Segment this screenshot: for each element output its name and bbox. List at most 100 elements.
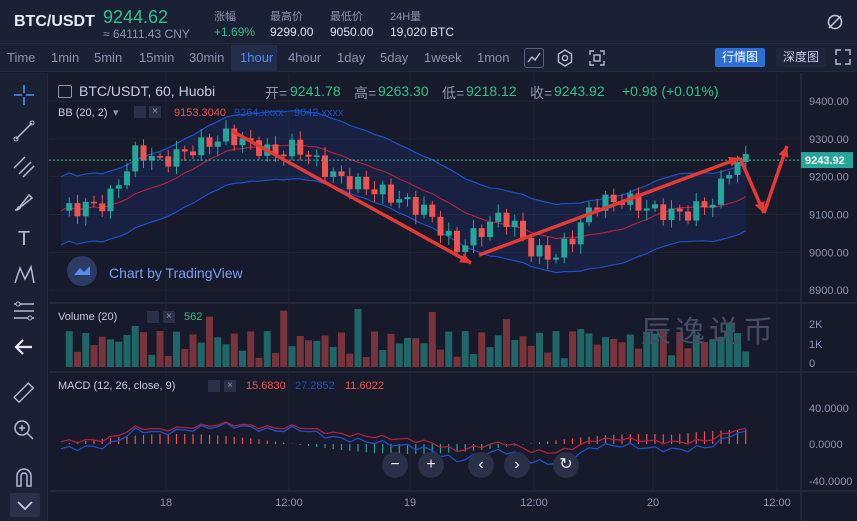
interval-15min[interactable]: 15min	[139, 50, 175, 65]
candle-body	[528, 237, 535, 257]
pair-name[interactable]: BTC/USDT	[14, 13, 95, 30]
change-value: +1.69%	[214, 25, 256, 39]
time-tick-label: 12:00	[520, 497, 548, 509]
interval-1day[interactable]: 1day	[337, 50, 366, 65]
interval-time[interactable]: Time	[7, 50, 36, 65]
screenshot-icon[interactable]	[588, 49, 606, 67]
macd-label: MACD (12, 26, close, 9)	[58, 380, 176, 392]
candle-body	[718, 178, 724, 205]
volume-bar	[742, 351, 750, 367]
candle-body	[676, 208, 683, 212]
bb-upper-value: 9264.xxxx	[234, 107, 284, 119]
settings-slash-icon[interactable]	[826, 13, 844, 31]
volume-settings-icon[interactable]	[147, 311, 159, 323]
text-tool-icon[interactable]: T	[17, 228, 31, 250]
interval-30min[interactable]: 30min	[189, 50, 225, 65]
interval-1hour[interactable]: 1hour	[240, 50, 274, 65]
candle-body	[462, 245, 469, 252]
arrow-left-icon[interactable]	[11, 334, 37, 360]
fib-icon[interactable]	[11, 298, 37, 324]
scroll-right-button[interactable]: ›	[504, 452, 530, 478]
volume-bar	[230, 333, 238, 367]
volume-bar	[107, 339, 114, 367]
interval-1week[interactable]: 1week	[424, 50, 462, 65]
tradingview-chart[interactable]: 9400.00 9300.00 9200.00 9100.00 9000.00 8900.…	[49, 73, 857, 521]
annotation-arrow-head	[728, 156, 740, 167]
volume-bar	[593, 344, 601, 367]
trend-line-icon[interactable]	[11, 118, 37, 144]
volume-bar	[701, 341, 708, 367]
pattern-icon[interactable]	[11, 262, 37, 288]
volume-bar	[676, 331, 684, 367]
chart-symbol: BTC/USDT, 60, Huobi	[79, 83, 216, 99]
price-tick-label: 9300.00	[809, 134, 849, 146]
interval-bar: Time 1min 5min 15min 30min 1hour 4hour 1…	[0, 44, 857, 72]
volume-value: 19,020 BTC	[390, 25, 455, 39]
brush-icon[interactable]	[11, 190, 37, 216]
macd-tick-label: 0.0000	[809, 439, 843, 451]
magnet-icon[interactable]	[11, 464, 37, 490]
candle-body	[66, 203, 73, 211]
macd-close-icon[interactable]: ×	[224, 380, 236, 392]
scroll-left-button[interactable]: ‹	[468, 452, 494, 478]
crosshair-icon[interactable]	[11, 82, 37, 108]
author-watermark: 辰逸说币	[641, 315, 777, 350]
zoom-in-button[interactable]: +	[418, 452, 444, 478]
reset-chart-button[interactable]: ↻	[553, 452, 579, 478]
bollinger-band-fill	[61, 110, 746, 273]
candle-body	[652, 204, 658, 209]
annotation-arrow-line	[478, 156, 741, 257]
volume-bar	[197, 342, 205, 367]
volume-bar	[478, 332, 486, 367]
volume-bar	[486, 347, 494, 367]
ruler-icon[interactable]	[11, 380, 37, 406]
chevron-down-icon[interactable]	[10, 493, 40, 517]
interval-5day[interactable]: 5day	[380, 50, 409, 65]
interval-4hour[interactable]: 4hour	[288, 50, 322, 65]
volume-bar	[98, 336, 106, 367]
candle-body	[726, 174, 733, 179]
volume-bar	[362, 357, 370, 367]
zoom-out-button[interactable]: −	[382, 452, 408, 478]
volume-bar	[206, 316, 213, 367]
bb-settings-icon[interactable]	[134, 106, 146, 118]
gear-icon[interactable]	[556, 49, 574, 67]
candle-body	[165, 156, 172, 167]
kline-view-button[interactable]: 行情图	[715, 48, 765, 67]
depth-view-button[interactable]: 深度图	[776, 48, 826, 67]
macd-settings-icon[interactable]	[208, 380, 220, 392]
indicator-icon[interactable]	[524, 48, 544, 68]
dropdown-caret-icon[interactable]: ▾	[113, 107, 119, 119]
volume-bar	[470, 354, 477, 367]
interval-1mon[interactable]: 1mon	[477, 50, 510, 65]
macd-line	[60, 421, 746, 465]
candle-body	[272, 144, 279, 155]
zoom-icon[interactable]	[11, 417, 37, 443]
interval-1min[interactable]: 1min	[51, 50, 80, 65]
volume-bar	[164, 355, 172, 367]
volume-bar	[222, 344, 230, 367]
chart-canvas[interactable]: 9400.00 9300.00 9200.00 9100.00 9000.00 8900.…	[49, 73, 857, 521]
interval-5min[interactable]: 5min	[94, 50, 123, 65]
tradingview-credit[interactable]: Chart by TradingView	[109, 265, 243, 281]
collapse-legend-icon[interactable]	[58, 85, 72, 98]
bb-close-icon[interactable]: ×	[149, 106, 161, 118]
volume-bar	[140, 332, 147, 367]
low-label: 最低价	[330, 11, 363, 23]
time-tick-label: 19	[404, 497, 416, 509]
volume-bar	[90, 345, 98, 367]
candle-body	[429, 204, 436, 217]
candle-body	[99, 203, 106, 212]
candle-body	[503, 212, 510, 228]
fullscreen-icon[interactable]	[833, 47, 853, 67]
volume-bar	[82, 333, 90, 367]
time-tick-label: 20	[647, 497, 659, 509]
candle-body	[470, 228, 477, 246]
volume-close-icon[interactable]: ×	[163, 311, 175, 323]
parallel-channel-icon[interactable]	[11, 154, 37, 180]
candle-body	[363, 176, 370, 190]
time-tick-label: 12:00	[763, 497, 791, 509]
volume-bar	[214, 337, 222, 367]
macd-tick-label: -40.0000	[809, 476, 852, 488]
ohlc-open: 9241.78	[290, 83, 341, 99]
